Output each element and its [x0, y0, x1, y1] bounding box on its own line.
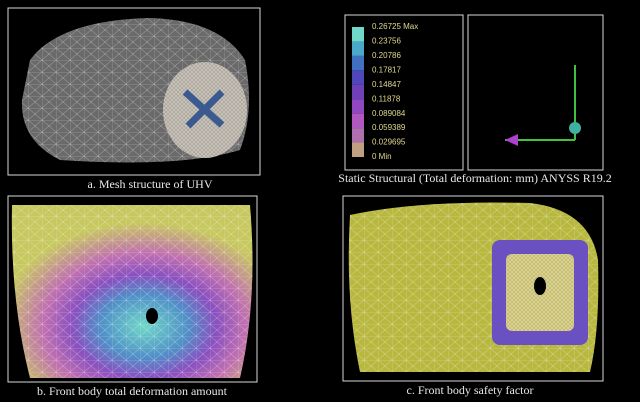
legend-label: 0.14847 — [372, 80, 401, 89]
deformation-mesh — [11, 205, 253, 378]
caption: b. Front body total deformation amount — [37, 384, 228, 398]
legend-swatch — [352, 55, 364, 71]
panel-b — [7, 195, 258, 383]
legend-label: 0.26725 Max — [372, 22, 418, 31]
caption: Static Structural (Total deformation: mm… — [338, 171, 611, 185]
legend-label: 0.11878 — [372, 94, 401, 103]
hole — [146, 308, 158, 324]
legend-swatch — [352, 99, 364, 114]
legend-label: 0.059389 — [372, 123, 406, 132]
legend-label: 0.20786 — [372, 51, 401, 60]
panel-a — [7, 7, 261, 176]
caption: a. Mesh structure of UHV — [88, 177, 213, 191]
caption: c. Front body safety factor — [407, 383, 534, 397]
legend-label: 0.089084 — [372, 109, 406, 118]
hole — [534, 277, 546, 295]
legend-label: 0 Min — [372, 152, 392, 161]
panel-c — [342, 195, 604, 382]
legend-swatch — [352, 27, 364, 42]
legend-label: 0.17817 — [372, 65, 401, 74]
axis-triad — [505, 65, 576, 141]
triad-box — [467, 14, 604, 171]
mesh-cross — [182, 89, 225, 129]
legend: 0.26725 Max 0.23756 0.20786 0.17817 0.14847 0… — [352, 22, 418, 161]
legend-label: 0.23756 — [372, 37, 401, 46]
legend-box — [344, 14, 464, 171]
legend-swatch — [352, 41, 364, 56]
legend-swatch — [352, 84, 364, 100]
legend-swatch — [352, 70, 364, 85]
axis-origin — [569, 122, 581, 134]
legend-swatch — [352, 113, 364, 129]
legend-swatch — [352, 128, 364, 143]
legend-swatch — [352, 142, 364, 157]
legend-label: 0.029695 — [372, 138, 406, 147]
axis-arrow — [505, 134, 518, 146]
